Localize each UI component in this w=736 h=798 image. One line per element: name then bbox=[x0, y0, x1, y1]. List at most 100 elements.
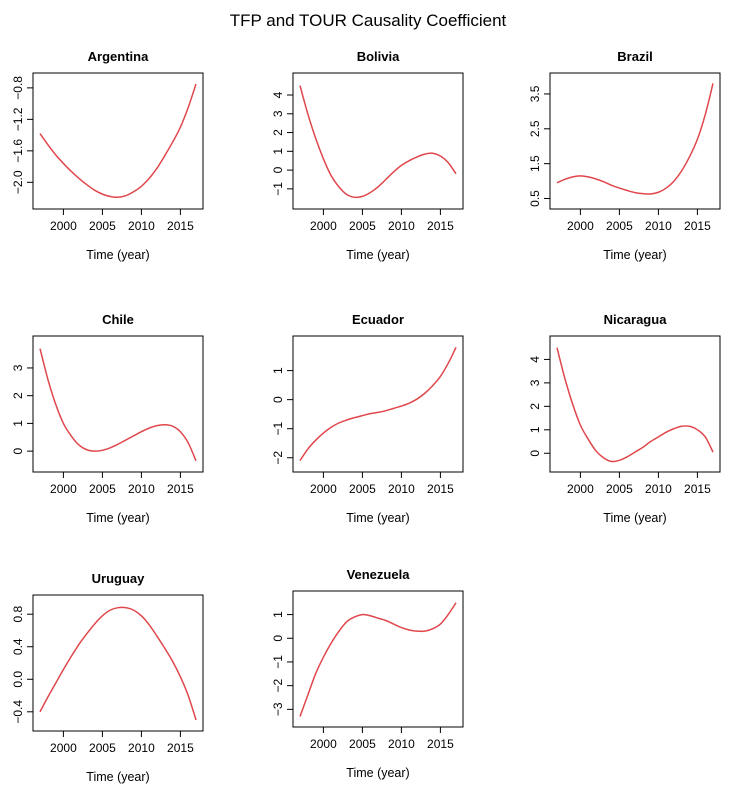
series-line-nicaragua bbox=[556, 347, 714, 463]
plot-frame bbox=[292, 335, 464, 473]
y-tick-label: 1 bbox=[271, 367, 285, 374]
x-axis-label: Time (year) bbox=[603, 511, 666, 525]
series-line-venezuela bbox=[299, 602, 457, 717]
y-tick-label: 2 bbox=[11, 392, 25, 399]
y-tick-label: −2 bbox=[271, 678, 285, 692]
x-tick-label: 2010 bbox=[645, 219, 672, 233]
series-line-argentina bbox=[39, 83, 197, 199]
y-tick-label: −1 bbox=[271, 182, 285, 196]
panel-title: Nicaragua bbox=[604, 312, 668, 327]
x-tick-label: 2000 bbox=[50, 741, 77, 755]
panel-title: Ecuador bbox=[352, 312, 404, 327]
panel-title: Bolivia bbox=[357, 49, 400, 64]
y-tick-label: 3.5 bbox=[528, 85, 542, 102]
x-tick-label: 2010 bbox=[388, 737, 415, 751]
x-tick-label: 2005 bbox=[349, 219, 376, 233]
y-tick-label: −1.2 bbox=[11, 107, 25, 131]
x-tick-label: 2010 bbox=[128, 482, 155, 496]
x-tick-label: 2015 bbox=[167, 219, 194, 233]
y-tick-label: −1 bbox=[271, 422, 285, 436]
y-tick-label: 2.5 bbox=[528, 120, 542, 137]
x-tick-label: 2000 bbox=[310, 482, 337, 496]
y-tick-label: −2 bbox=[271, 451, 285, 465]
plot-frame bbox=[32, 335, 204, 473]
panel-title: Uruguay bbox=[92, 571, 146, 586]
y-tick-label: 0.4 bbox=[11, 638, 25, 655]
panel-chile: Chile 2000 2005 2010 2015 0 1 2 3 Time (year) bbox=[11, 312, 204, 525]
y-tick-label: 0 bbox=[528, 450, 542, 457]
y-tick-label: 1 bbox=[271, 148, 285, 155]
y-tick-label: 1 bbox=[271, 611, 285, 618]
y-tick-label: −3 bbox=[271, 702, 285, 716]
y-tick-label: 0.0 bbox=[11, 671, 25, 688]
x-tick-label: 2005 bbox=[349, 482, 376, 496]
y-tick-label: 0 bbox=[271, 635, 285, 642]
plot-frame bbox=[292, 72, 464, 210]
x-tick-label: 2005 bbox=[349, 737, 376, 751]
y-tick-label: 1 bbox=[528, 426, 542, 433]
panel-venezuela: Venezuela 2000 2005 2010 2015 −3 −2 −1 0 1 Time (y… bbox=[271, 567, 464, 780]
y-tick-label: 3 bbox=[271, 110, 285, 117]
x-tick-label: 2010 bbox=[388, 482, 415, 496]
panel-argentina: Argentina 2000 2005 2010 2015 −2.0 −1.6 −1.2 −0.… bbox=[11, 49, 204, 262]
panel-ecuador: Ecuador 2000 2005 2010 2015 −2 −1 0 1 Time (year) bbox=[271, 312, 464, 525]
x-tick-label: 2010 bbox=[128, 219, 155, 233]
x-tick-label: 2000 bbox=[310, 737, 337, 751]
x-tick-label: 2010 bbox=[645, 482, 672, 496]
x-tick-label: 2005 bbox=[89, 741, 116, 755]
x-tick-label: 2005 bbox=[89, 482, 116, 496]
panel-title: Venezuela bbox=[347, 567, 411, 582]
x-tick-label: 2000 bbox=[310, 219, 337, 233]
y-tick-label: −0.4 bbox=[11, 700, 25, 724]
x-tick-label: 2000 bbox=[567, 219, 594, 233]
x-tick-label: 2015 bbox=[427, 482, 454, 496]
x-axis-label: Time (year) bbox=[86, 770, 149, 784]
y-tick-label: 0 bbox=[11, 447, 25, 454]
panel-bolivia: Bolivia 2000 2005 2010 2015 −1 0 1 2 3 4 Time (year… bbox=[271, 49, 464, 262]
x-tick-label: 2010 bbox=[128, 741, 155, 755]
main-title: TFP and TOUR Causality Coefficient bbox=[230, 11, 507, 30]
plot-frame bbox=[32, 72, 204, 210]
series-line-ecuador bbox=[299, 347, 457, 462]
x-axis-label: Time (year) bbox=[346, 766, 409, 780]
panel-brazil: Brazil 2000 2005 2010 2015 0.5 1.5 2.5 3.5 Time (… bbox=[528, 49, 721, 262]
y-tick-label: −0.8 bbox=[11, 76, 25, 100]
x-axis-label: Time (year) bbox=[603, 248, 666, 262]
series-line-uruguay bbox=[39, 606, 197, 721]
panel-title: Brazil bbox=[617, 49, 652, 64]
series-line-brazil bbox=[556, 83, 714, 195]
y-tick-label: 1.5 bbox=[528, 155, 542, 172]
x-tick-label: 2015 bbox=[167, 482, 194, 496]
y-tick-label: 0.5 bbox=[528, 190, 542, 207]
series-line-bolivia bbox=[299, 85, 457, 199]
y-tick-label: 4 bbox=[528, 356, 542, 363]
y-tick-label: 4 bbox=[271, 91, 285, 98]
x-tick-label: 2015 bbox=[684, 482, 711, 496]
panel-title: Argentina bbox=[88, 49, 149, 64]
y-tick-label: 0 bbox=[271, 166, 285, 173]
y-tick-label: −2.0 bbox=[11, 170, 25, 194]
x-tick-label: 2005 bbox=[89, 219, 116, 233]
x-tick-label: 2000 bbox=[50, 219, 77, 233]
y-tick-label: 0 bbox=[271, 396, 285, 403]
y-tick-label: 0.8 bbox=[11, 606, 25, 623]
plot-frame bbox=[292, 590, 464, 728]
x-tick-label: 2015 bbox=[684, 219, 711, 233]
y-tick-label: −1.6 bbox=[11, 139, 25, 163]
x-axis-label: Time (year) bbox=[346, 511, 409, 525]
plot-frame bbox=[549, 335, 721, 473]
x-axis-label: Time (year) bbox=[346, 248, 409, 262]
y-tick-label: 2 bbox=[271, 129, 285, 136]
y-tick-label: 2 bbox=[528, 403, 542, 410]
x-tick-label: 2000 bbox=[50, 482, 77, 496]
x-axis-label: Time (year) bbox=[86, 511, 149, 525]
panel-nicaragua: Nicaragua 2000 2005 2010 2015 0 1 2 3 4 Time (year… bbox=[528, 312, 721, 525]
y-tick-label: 3 bbox=[528, 379, 542, 386]
y-tick-label: 3 bbox=[11, 364, 25, 371]
x-tick-label: 2000 bbox=[567, 482, 594, 496]
panel-title: Chile bbox=[102, 312, 134, 327]
plot-frame bbox=[549, 72, 721, 210]
x-axis-label: Time (year) bbox=[86, 248, 149, 262]
x-tick-label: 2005 bbox=[606, 219, 633, 233]
